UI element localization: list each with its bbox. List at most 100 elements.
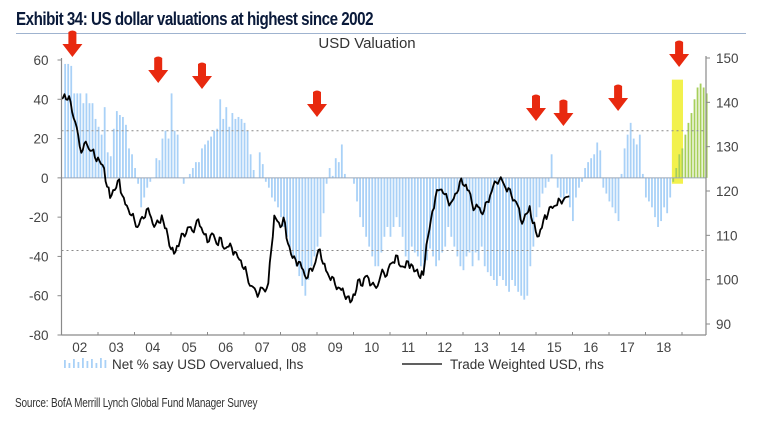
bar — [444, 177, 447, 247]
bar — [310, 177, 313, 267]
arrow-shape — [307, 90, 327, 117]
legend-swatch-bar — [100, 358, 102, 368]
bar — [295, 177, 298, 267]
bar — [660, 177, 662, 222]
y-left-tick-label: -60 — [29, 289, 49, 304]
bar — [663, 177, 666, 208]
bar — [137, 177, 140, 184]
bar — [380, 177, 383, 253]
bar — [666, 177, 669, 214]
bar — [517, 177, 520, 292]
arrow-shape — [608, 84, 629, 111]
bar — [687, 122, 690, 178]
legend-swatch-bar — [68, 363, 71, 368]
bar — [623, 148, 626, 178]
bar — [699, 83, 702, 178]
bar — [271, 177, 273, 198]
bar — [511, 177, 513, 280]
bar — [696, 87, 699, 178]
bar — [550, 154, 553, 178]
bar — [258, 152, 261, 178]
bar — [678, 154, 681, 178]
y-left-tick-label: -20 — [29, 210, 49, 225]
x-tick-label: 04 — [145, 340, 161, 355]
bar — [535, 177, 538, 218]
bar — [112, 128, 115, 178]
bar — [109, 156, 112, 178]
bar — [605, 177, 608, 194]
bar — [502, 177, 504, 280]
bar — [198, 162, 200, 178]
bar — [252, 170, 255, 178]
bar — [67, 63, 70, 178]
red-down-arrow-icon — [669, 40, 690, 67]
bar — [584, 168, 586, 178]
bar — [644, 177, 647, 198]
bar — [641, 173, 644, 178]
bar — [614, 177, 617, 214]
bar — [234, 118, 237, 178]
bar — [118, 115, 121, 178]
x-tick-label: 12 — [437, 340, 452, 355]
bar — [337, 162, 340, 178]
bar — [669, 177, 672, 198]
bar — [599, 150, 602, 178]
bar — [657, 177, 659, 227]
bar — [514, 177, 517, 286]
bar — [629, 122, 632, 178]
bar — [267, 177, 270, 188]
bar — [435, 177, 437, 267]
bar — [64, 63, 67, 178]
y-right-tick-label: 150 — [716, 51, 739, 66]
bar — [298, 177, 301, 277]
source-note: Source: BofA Merrill Lynch Global Fund M… — [15, 396, 258, 410]
bar — [371, 177, 374, 257]
bar — [164, 130, 167, 178]
bar — [626, 134, 629, 178]
bar — [690, 113, 693, 178]
bar — [654, 177, 656, 218]
bar — [593, 154, 596, 178]
bar — [264, 177, 267, 182]
y-left-tick-label: 40 — [33, 92, 48, 107]
legend-swatch-bar — [91, 359, 93, 368]
bar — [191, 168, 194, 178]
legend-swatch-bar — [86, 361, 89, 368]
legend-label-bars: Net % say USD Overvalued, lhs — [112, 357, 304, 372]
legend-swatch-bar — [77, 362, 80, 368]
bar — [225, 107, 228, 178]
bar — [134, 168, 136, 178]
x-tick-label: 09 — [328, 340, 343, 355]
bar — [684, 134, 687, 178]
bar — [122, 116, 124, 178]
bar — [495, 177, 498, 286]
y-left-tick-label: 20 — [33, 132, 48, 147]
bar — [590, 158, 593, 178]
bar — [201, 148, 203, 178]
bar — [416, 177, 419, 257]
bar — [581, 177, 583, 182]
bar — [672, 177, 675, 182]
bar — [675, 168, 678, 178]
bar — [307, 177, 310, 280]
legend-swatch-bar — [73, 359, 75, 368]
bar — [283, 177, 285, 227]
bar — [617, 177, 620, 222]
bar — [143, 177, 146, 198]
bar — [587, 162, 590, 178]
bar — [432, 177, 434, 257]
title-divider — [16, 33, 746, 34]
arrow-shape — [62, 30, 83, 57]
bar — [243, 122, 246, 178]
bar — [188, 173, 191, 178]
bar — [505, 177, 507, 286]
y-right-tick-label: 130 — [716, 140, 739, 155]
bar — [240, 118, 243, 178]
bar — [544, 177, 547, 188]
bar — [386, 177, 389, 227]
bar — [328, 168, 331, 178]
bar — [538, 177, 541, 208]
bar — [523, 177, 526, 300]
bar — [578, 177, 580, 188]
